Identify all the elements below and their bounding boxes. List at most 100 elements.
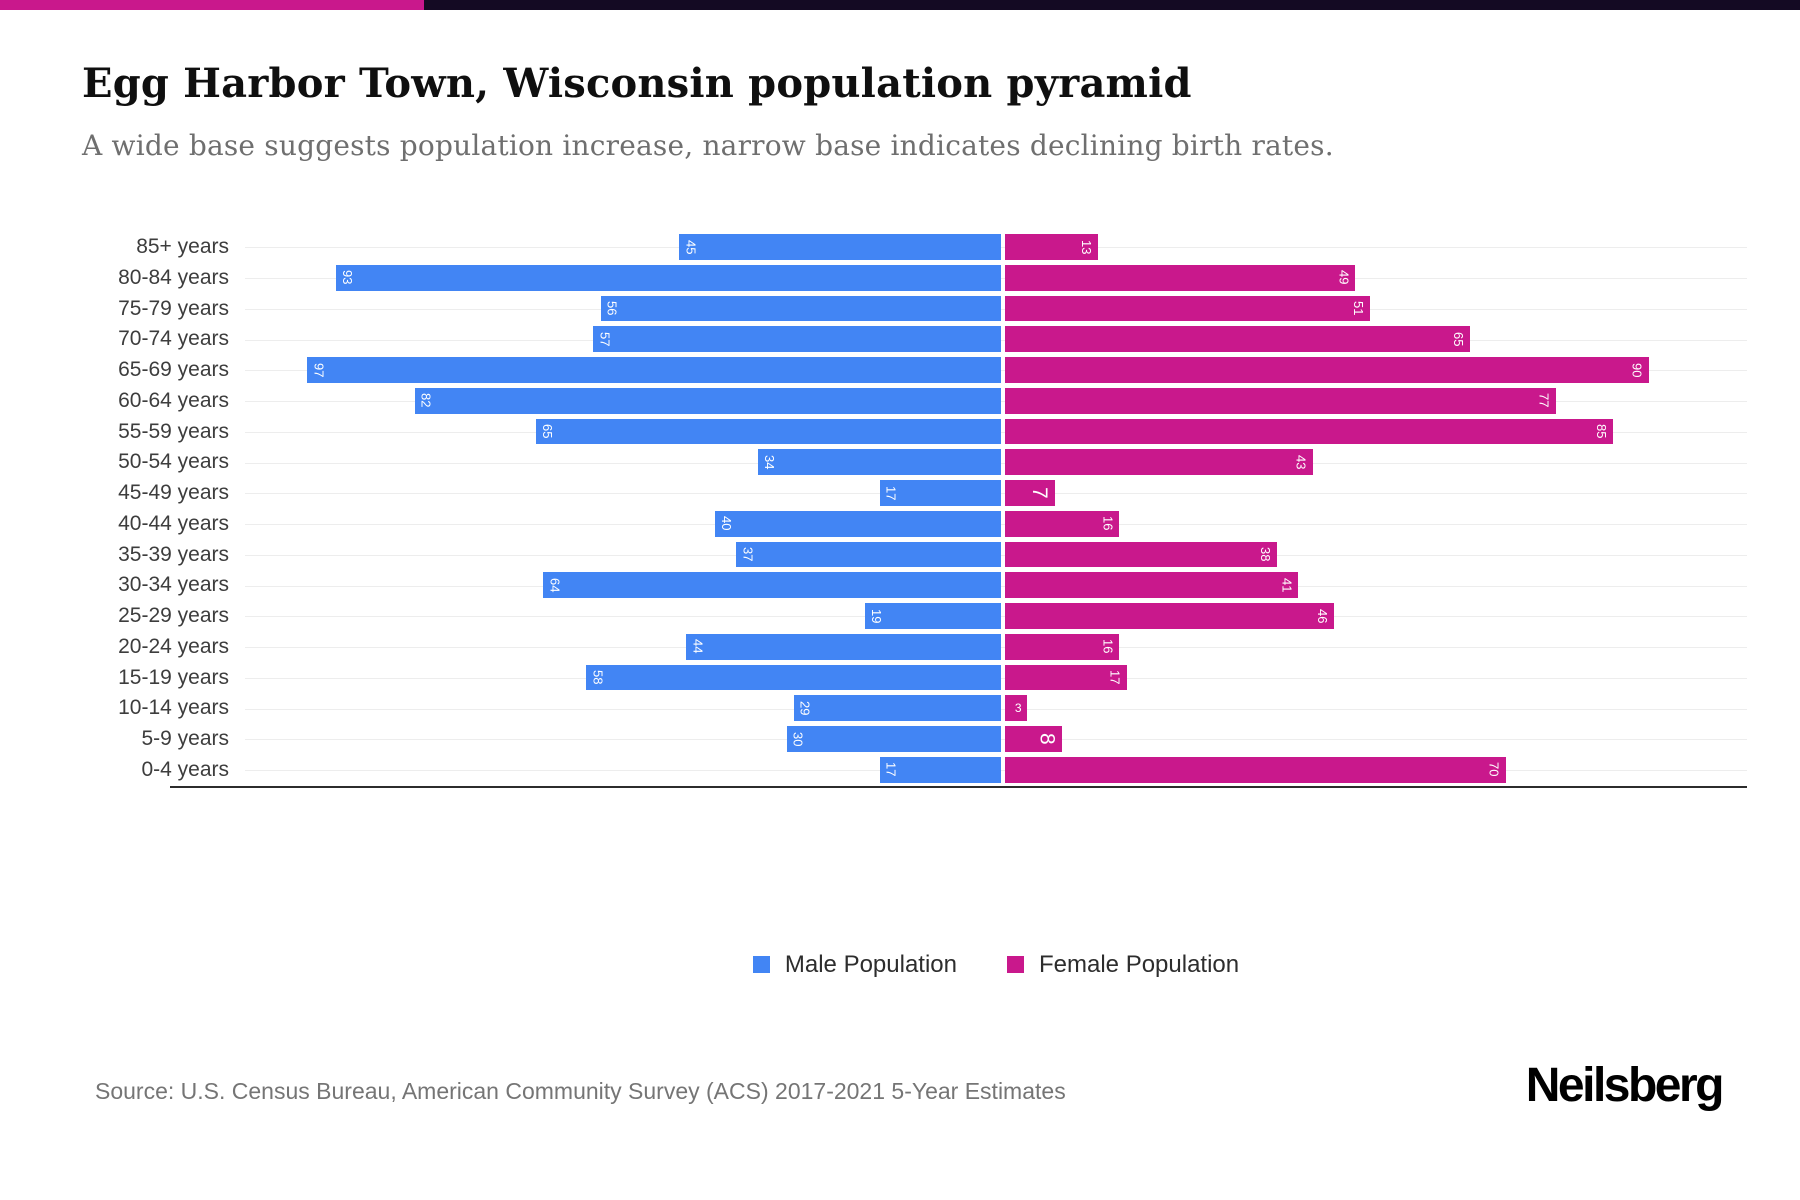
pyramid-row: 45-49 years 17 7	[0, 478, 1747, 509]
page-title: Egg Harbor Town, Wisconsin population py…	[82, 60, 1192, 107]
chart-footer: Source: U.S. Census Bureau, American Com…	[95, 1058, 1725, 1113]
bar-value-label: 82	[418, 393, 434, 408]
male-bar: 37	[736, 541, 1002, 568]
bar-value-label: 90	[1629, 362, 1645, 378]
bar-value-label: 34	[761, 454, 777, 470]
female-bar: 90	[1005, 357, 1649, 383]
pyramid-row: 20-24 years 44 16	[0, 632, 1747, 663]
bar-value-label: 38	[1257, 547, 1273, 562]
legend-swatch-male	[752, 956, 770, 973]
male-bar: 97	[307, 357, 1002, 383]
accent-strip-pink-segment	[0, 0, 424, 10]
bar-value-label: 16	[1100, 639, 1116, 654]
male-bar: 82	[414, 387, 1002, 414]
bar-value-label: 64	[547, 577, 563, 593]
male-bar: 45	[679, 234, 1002, 260]
pyramid-row: 65-69 years 97 90	[0, 355, 1747, 386]
plot-area-row: 29 3	[245, 693, 1747, 724]
age-label: 65-69 years	[118, 358, 229, 381]
bar-value-label: 57	[597, 331, 613, 347]
pyramid-row: 60-64 years 82 77	[0, 386, 1747, 417]
pyramid-row: 50-54 years 34 43	[0, 447, 1747, 478]
age-label: 30-34 years	[118, 573, 229, 597]
bar-value-label: 17	[1107, 670, 1123, 685]
pyramid-row: 70-74 years 57 65	[0, 324, 1747, 355]
female-bar: 17	[1005, 664, 1127, 691]
source-text: Source: U.S. Census Bureau, American Com…	[95, 1078, 1066, 1104]
male-bar: 17	[879, 480, 1002, 506]
female-bar: 13	[1005, 234, 1099, 260]
female-bar: 16	[1005, 633, 1120, 660]
female-bar: 16	[1005, 510, 1120, 537]
bar-value-label: 46	[1315, 608, 1331, 624]
pyramid-row: 25-29 years 19 46	[0, 601, 1747, 632]
male-bar: 65	[536, 418, 1002, 445]
age-label: 5-9 years	[141, 727, 229, 750]
female-bar: 70	[1005, 756, 1506, 783]
age-label: 75-79 years	[118, 296, 229, 320]
female-bar: 7	[1005, 480, 1056, 506]
legend-item-female: Female Population	[1007, 951, 1239, 979]
bar-value-label: 30	[790, 731, 806, 747]
legend-label-female: Female Population	[1039, 950, 1240, 978]
plot-area-row: 97 90	[245, 355, 1747, 386]
plot-area-row: 17 7	[245, 478, 1747, 509]
female-bar: 43	[1005, 449, 1313, 475]
bar-value-label: 43	[1293, 454, 1309, 470]
age-label: 45-49 years	[118, 481, 229, 504]
female-bar: 41	[1005, 572, 1299, 598]
plot-area-row: 44 16	[245, 632, 1747, 663]
age-label: 35-39 years	[118, 542, 229, 566]
female-bar: 38	[1005, 541, 1277, 568]
bar-value-label: 49	[1336, 270, 1352, 285]
bar-value-label: 40	[719, 516, 735, 531]
plot-area-row: 56 51	[245, 294, 1747, 325]
pyramid-row: 75-79 years 56 51	[0, 294, 1747, 325]
bar-value-label: 19	[869, 608, 885, 624]
male-bar: 58	[586, 664, 1002, 691]
male-bar: 17	[879, 756, 1002, 783]
legend: Male Population Female Population	[245, 951, 1747, 979]
plot-area-row: 65 85	[245, 417, 1747, 448]
bar-value-label: 17	[883, 762, 899, 777]
plot-area-row: 93 49	[245, 263, 1747, 294]
plot-area-row: 45 13	[245, 232, 1747, 263]
pyramid-row: 40-44 years 40 16	[0, 509, 1747, 540]
plot-area-row: 58 17	[245, 663, 1747, 694]
bar-value-label: 65	[540, 424, 556, 439]
plot-area-row: 34 43	[245, 447, 1747, 478]
legend-item-male: Male Population	[752, 950, 957, 979]
legend-label-male: Male Population	[784, 950, 957, 978]
plot-area-row: 37 38	[245, 540, 1747, 571]
age-label: 85+ years	[136, 235, 229, 258]
female-bar: 85	[1005, 418, 1613, 445]
accent-strip-dark-segment	[424, 0, 1800, 10]
bar-value-label: 44	[690, 639, 706, 654]
bar-value-label: 65	[1450, 331, 1466, 347]
bar-value-label: 16	[1100, 516, 1116, 531]
bar-value-label: 58	[590, 670, 606, 685]
age-label: 15-19 years	[118, 665, 229, 689]
pyramid-row: 80-84 years 93 49	[0, 263, 1747, 294]
plot-area-row: 17 70	[245, 755, 1747, 786]
age-label: 80-84 years	[118, 265, 229, 289]
pyramid-row: 15-19 years 58 17	[0, 663, 1747, 694]
bar-value-label: 97	[311, 362, 327, 378]
bar-value-label: 7	[1028, 487, 1052, 499]
female-bar: 51	[1005, 295, 1370, 322]
bar-value-label: 56	[604, 301, 620, 316]
bar-value-label: 41	[1279, 577, 1295, 593]
bar-value-label: 77	[1536, 393, 1552, 408]
male-bar: 19	[865, 603, 1002, 629]
age-label: 55-59 years	[118, 419, 229, 443]
male-bar: 29	[793, 695, 1002, 721]
brand-logo: Neilsberg	[1525, 1059, 1725, 1112]
age-label: 40-44 years	[118, 511, 229, 535]
age-label: 60-64 years	[118, 388, 229, 412]
female-bar: 77	[1005, 387, 1556, 414]
female-bar: 46	[1005, 603, 1335, 629]
male-bar: 57	[593, 326, 1002, 352]
age-label: 20-24 years	[118, 634, 229, 658]
male-bar: 44	[686, 633, 1002, 660]
plot-area-row: 40 16	[245, 509, 1747, 540]
